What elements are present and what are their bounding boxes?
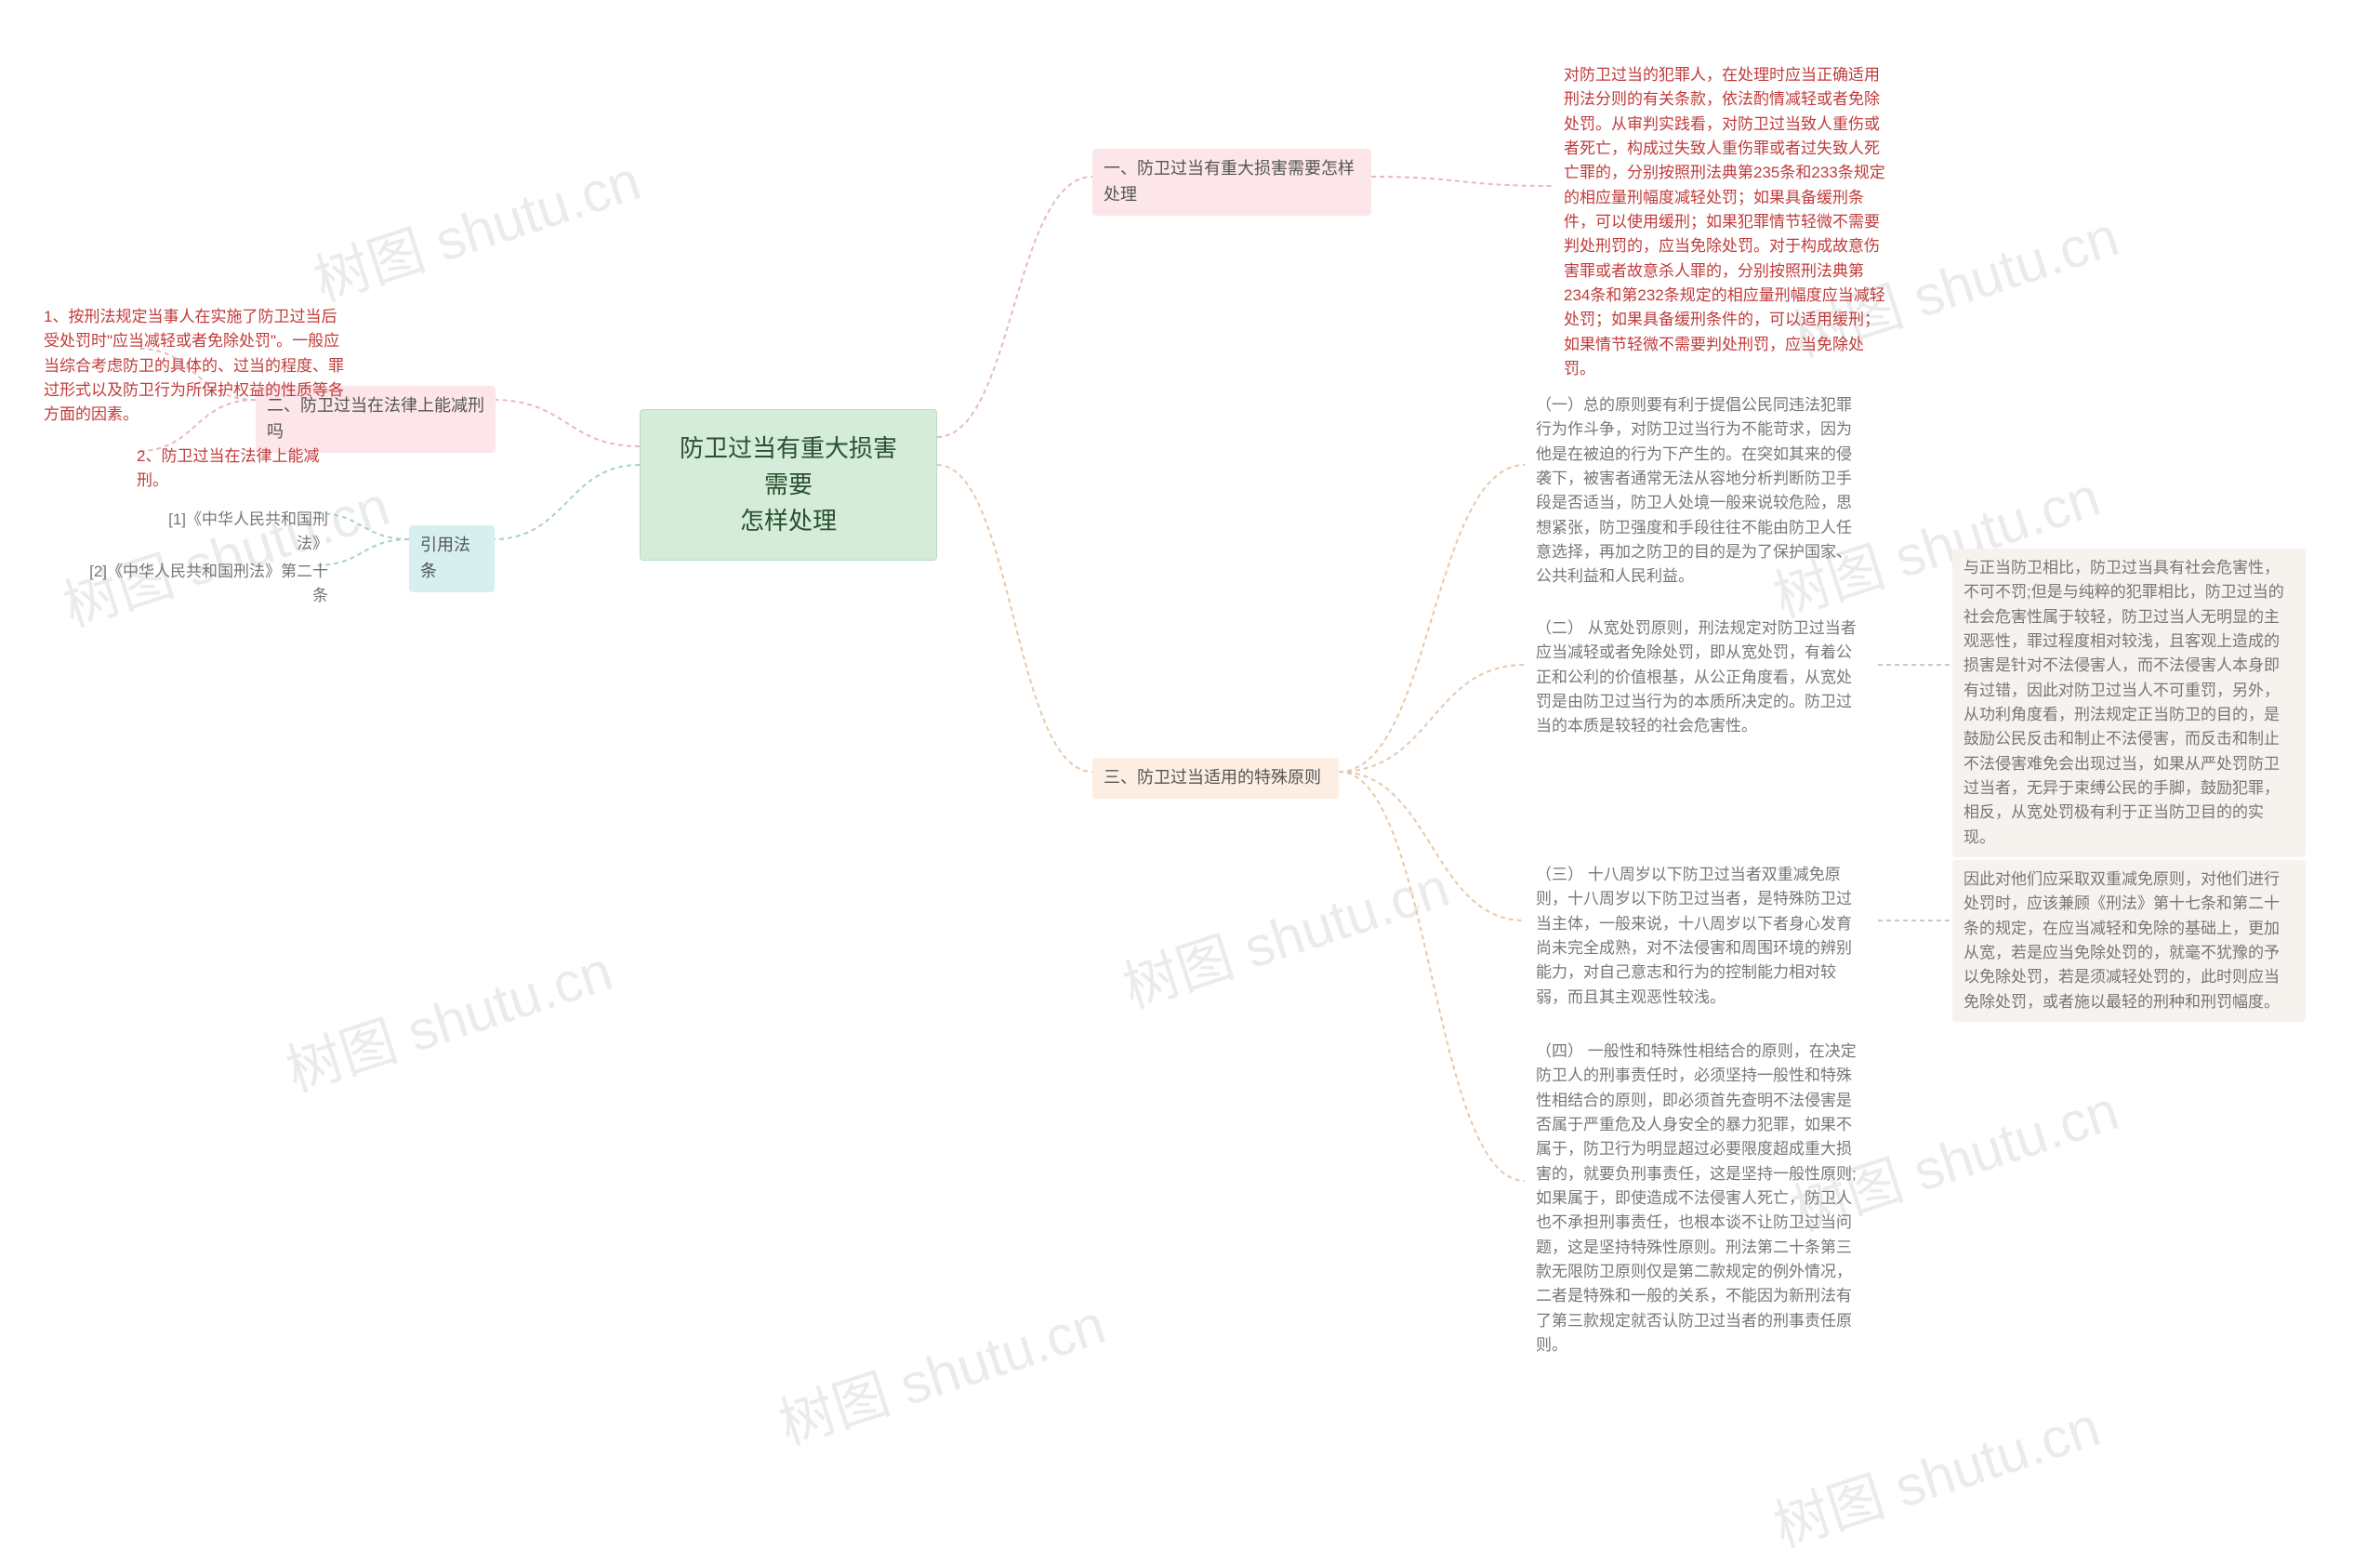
citations-title: 引用法条 bbox=[409, 525, 495, 592]
center-node: 防卫过当有重大损害需要怎样处理 bbox=[640, 409, 937, 561]
branch3-p4: （四） 一般性和特殊性相结合的原则，在决定防卫人的刑事责任时，必须坚持一般性和特… bbox=[1525, 1032, 1878, 1365]
citation-2: [2]《中华人民共和国刑法》第二十条 bbox=[70, 552, 339, 616]
watermark: 树图 shutu.cn bbox=[1111, 842, 1458, 1024]
branch3-p2: （二） 从宽处罚原则，刑法规定对防卫过当者应当减轻或者免除处罚，即从宽处罚，有着… bbox=[1525, 609, 1878, 747]
branch2-left2: 2、防卫过当在法律上能减刑。 bbox=[126, 437, 358, 501]
branch1-detail: 对防卫过当的犯罪人，在处理时应当正确适用刑法分则的有关条款，依法酌情减轻或者免除… bbox=[1553, 56, 1897, 389]
branch3-title: 三、防卫过当适用的特殊原则 bbox=[1092, 758, 1339, 799]
branch3-p3-right: 因此对他们应采取双重减免原则，对他们进行处罚时，应该兼顾《刑法》第十七条和第二十… bbox=[1952, 860, 2306, 1022]
branch1-title: 一、防卫过当有重大损害需要怎样处理 bbox=[1092, 149, 1371, 216]
branch3-p1: （一）总的原则要有利于提倡公民同违法犯罪行为作斗争，对防卫过当行为不能苛求，因为… bbox=[1525, 386, 1878, 597]
watermark: 树图 shutu.cn bbox=[274, 926, 621, 1107]
branch3-p3: （三） 十八周岁以下防卫过当者双重减免原则，十八周岁以下防卫过当者，是特殊防卫过… bbox=[1525, 855, 1878, 1017]
watermark: 树图 shutu.cn bbox=[1762, 1382, 2109, 1563]
watermark: 树图 shutu.cn bbox=[767, 1279, 1114, 1461]
branch3-p2-right: 与正当防卫相比，防卫过当具有社会危害性，不可不罚;但是与纯粹的犯罪相比，防卫过当… bbox=[1952, 549, 2306, 857]
branch2-left1: 1、按刑法规定当事人在实施了防卫过当后受处罚时"应当减轻或者免除处罚"。一般应当… bbox=[33, 298, 358, 435]
watermark: 树图 shutu.cn bbox=[302, 136, 649, 317]
